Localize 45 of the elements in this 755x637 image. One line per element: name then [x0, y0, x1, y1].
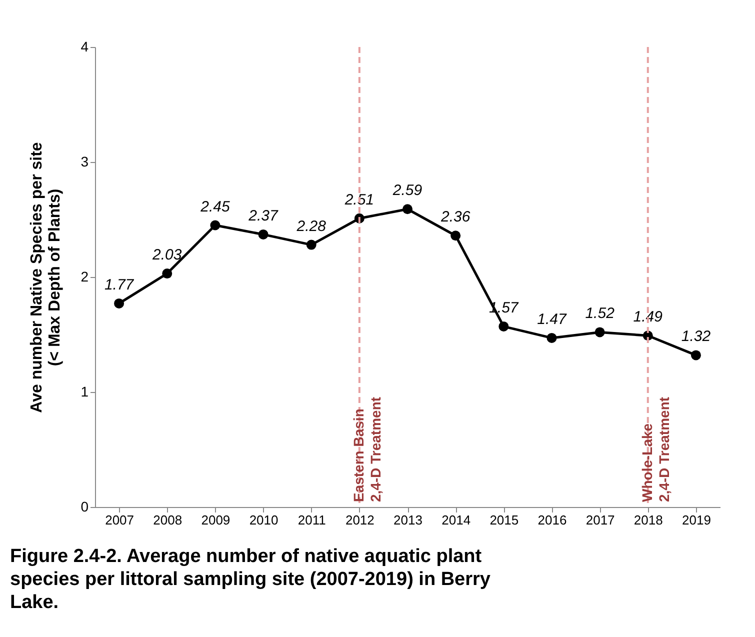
- data-label: 2.59: [392, 182, 423, 200]
- point: [498, 321, 509, 332]
- y-tick-label: 0: [80, 498, 89, 514]
- y-tick-label: 2: [80, 268, 89, 284]
- x-tick-label: 2011: [298, 512, 326, 528]
- y-tick-label: 3: [80, 154, 89, 170]
- y-tick-label: 4: [80, 38, 89, 54]
- data-label: 1.32: [681, 328, 712, 346]
- x-tick-label: 2015: [490, 512, 519, 528]
- x-tick-label: 2016: [538, 512, 567, 528]
- x-tick-label: 2017: [586, 512, 615, 528]
- data-label: 1.47: [537, 310, 567, 328]
- data-label: 1.77: [104, 276, 134, 294]
- text: Figure 2.4-2. Average number of native aquatic plant species per littoral sampling site (2007-2019) in Berry Lake.: [10, 546, 491, 613]
- x-tick-label: 2018: [634, 512, 663, 528]
- point: [114, 298, 124, 308]
- point: [210, 220, 220, 230]
- point: [594, 327, 605, 338]
- ref-line-label: Eastern Basin 2,4-D Treatment: [350, 396, 384, 502]
- point: [162, 268, 172, 279]
- point: [258, 229, 268, 240]
- point: [690, 350, 701, 360]
- data-label: 2.36: [440, 208, 471, 226]
- data-label: 2.51: [344, 191, 374, 208]
- x-tick-label: 2013: [394, 512, 422, 528]
- x-tick-label: 2007: [105, 512, 134, 528]
- y-axis-title: Ave number Native Species per site (< Max Depth of Plants): [28, 142, 64, 413]
- point: [402, 204, 412, 214]
- x-tick-label: 2009: [201, 512, 230, 528]
- x-tick-label: 2012: [345, 512, 374, 528]
- data-label: 1.49: [633, 308, 664, 326]
- y-tick-label: 1: [80, 384, 89, 400]
- x-tick-label: 2010: [249, 512, 278, 528]
- point: [306, 240, 316, 250]
- data-label: 1.52: [585, 305, 616, 322]
- point: [546, 332, 557, 343]
- data-label: 2.28: [296, 218, 327, 235]
- data-label: 2.45: [200, 198, 230, 216]
- x-tick-label: 2008: [153, 512, 182, 528]
- ref-line-label: Whole-Lake 2,4-D Treatment: [638, 396, 672, 502]
- x-tick-label: 2019: [682, 512, 711, 528]
- point: [450, 230, 461, 241]
- data-label: 2.37: [248, 207, 279, 224]
- data-label: 2.03: [152, 246, 182, 264]
- x-tick-label: 2014: [442, 512, 471, 528]
